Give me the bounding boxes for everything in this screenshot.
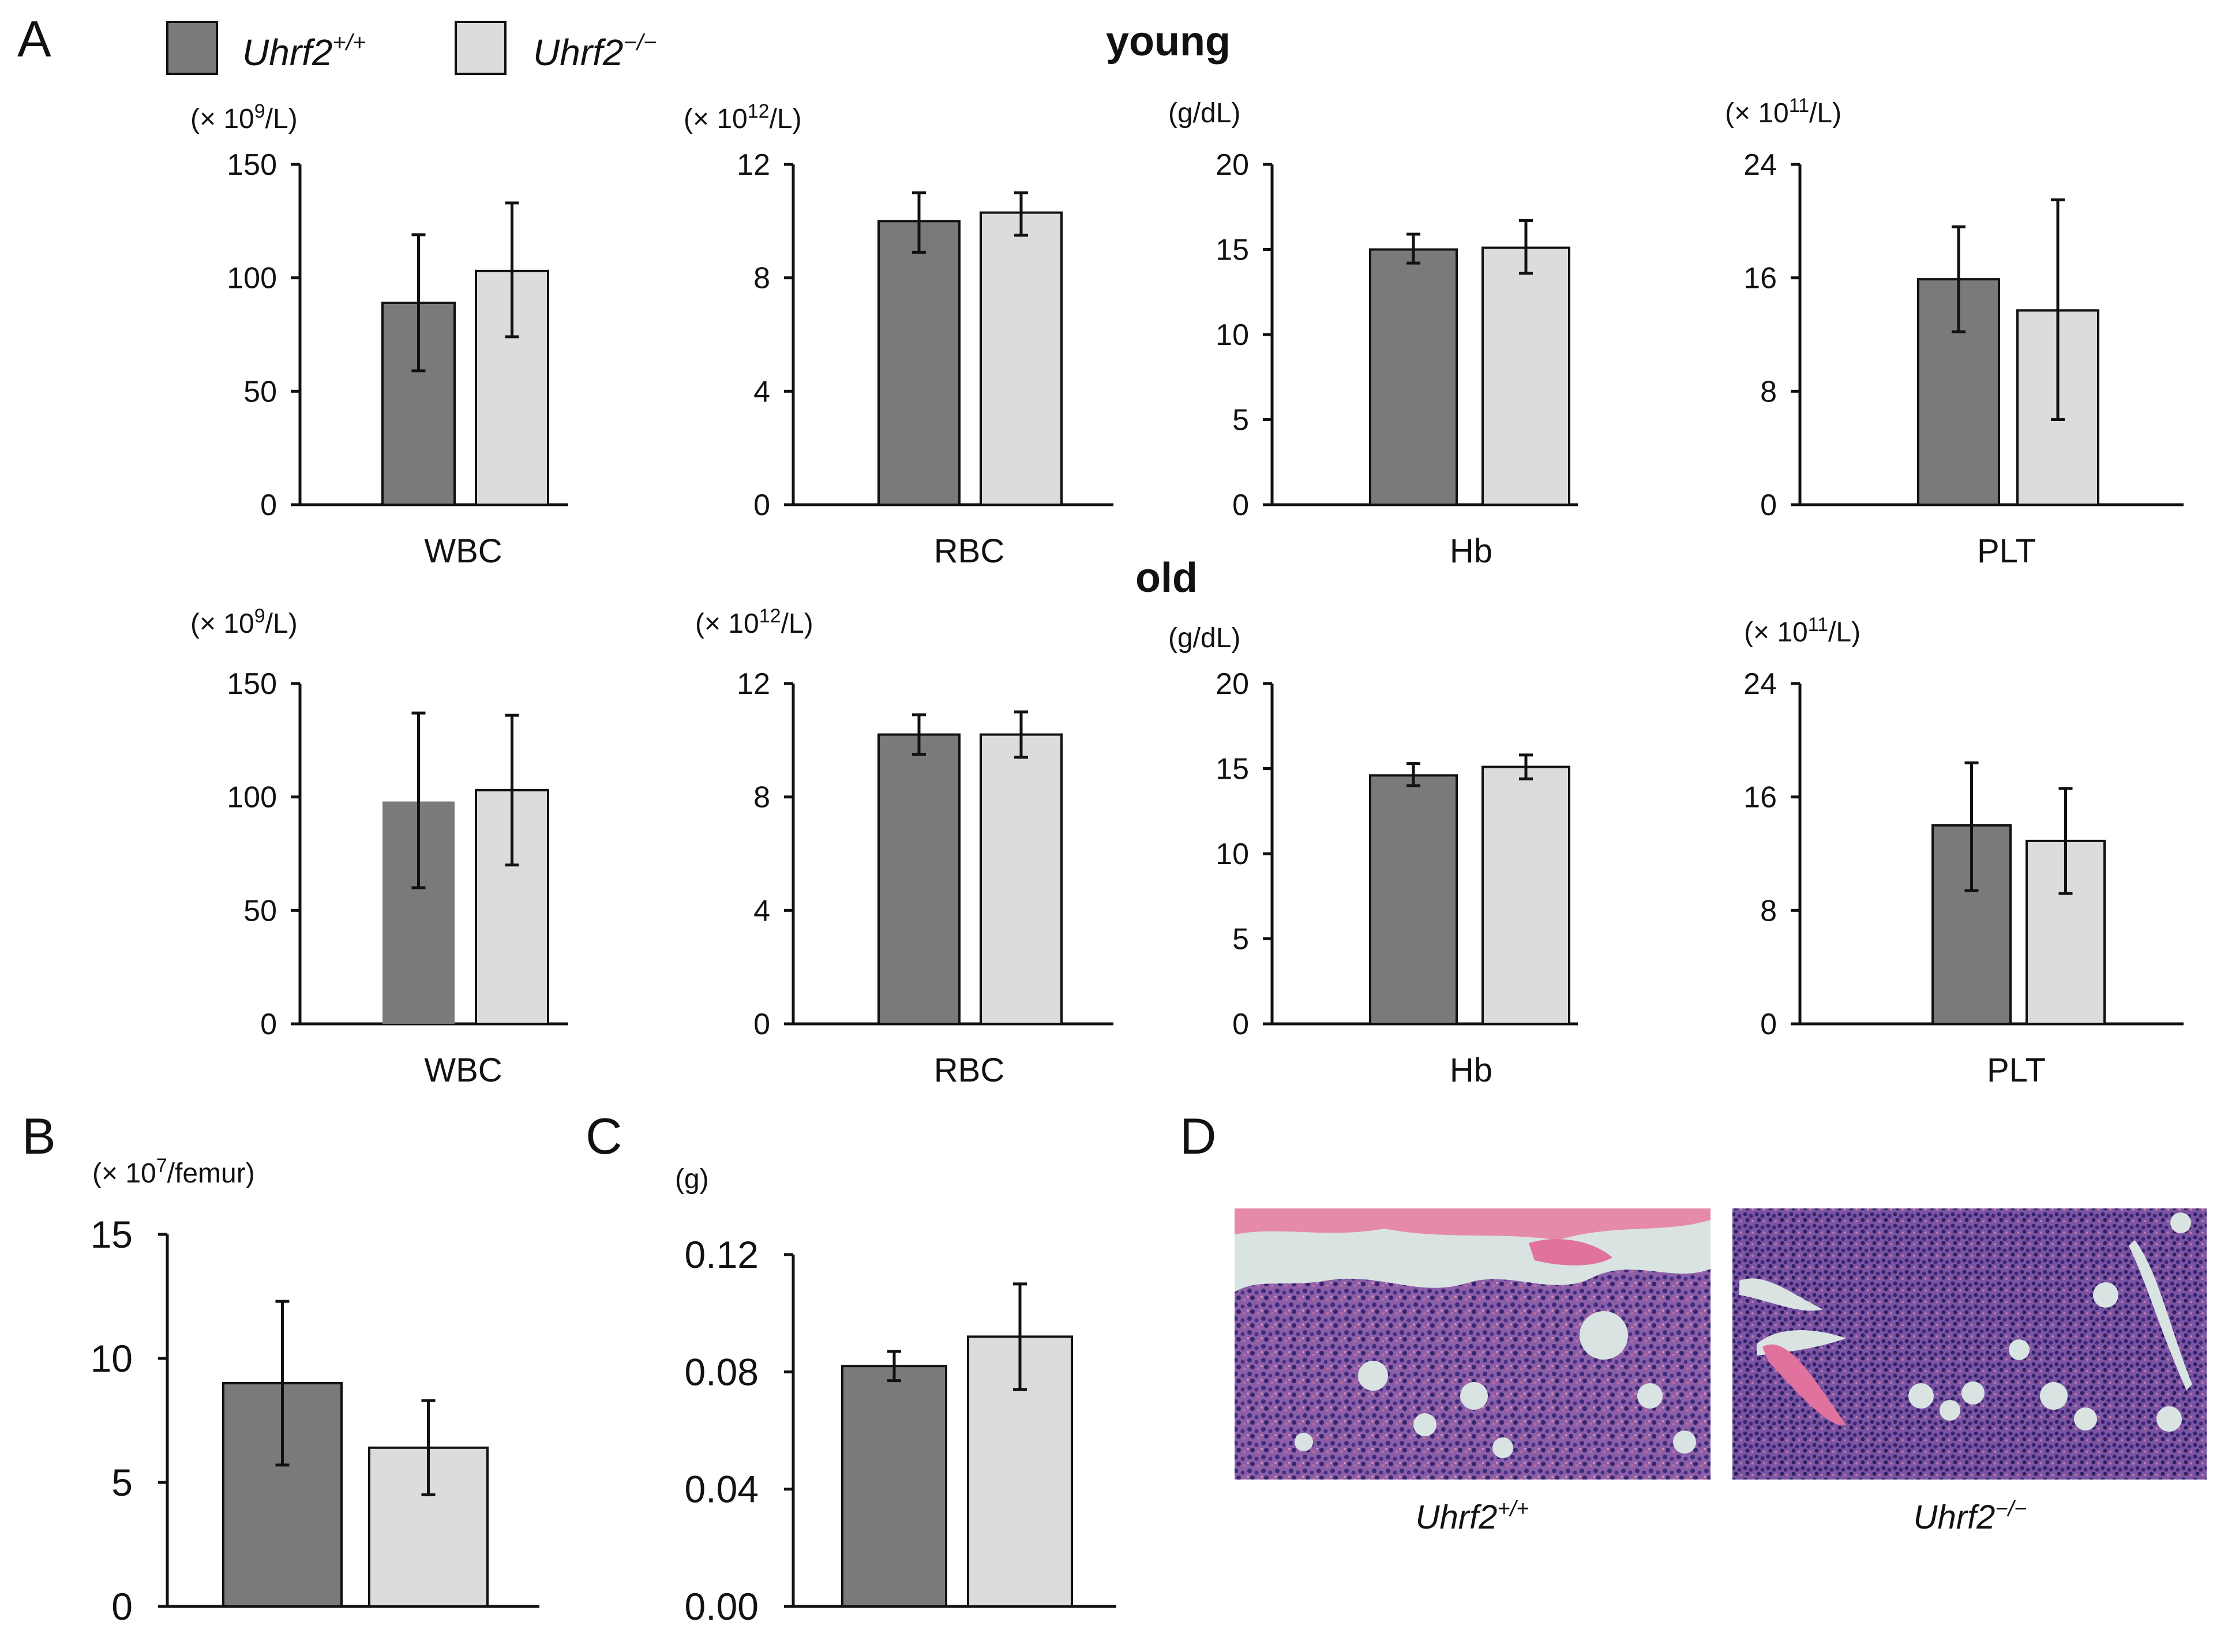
y-tick-label: 10 bbox=[1216, 838, 1249, 871]
unit-label: (× 1011/L) bbox=[1744, 614, 1861, 648]
histology-caption-knockout: Uhrf2−/− bbox=[1914, 1497, 2027, 1536]
y-tick-label: 4 bbox=[753, 375, 770, 408]
y-tick-label: 8 bbox=[1760, 375, 1777, 408]
panel-label-c: C bbox=[586, 1107, 622, 1165]
chart-old-plt: (× 1011/L) 0 8 16 24 PLT bbox=[1743, 614, 2184, 1089]
y-tick-label: 5 bbox=[111, 1461, 133, 1504]
panel-label-d: D bbox=[1180, 1107, 1217, 1165]
y-tick-label: 8 bbox=[753, 262, 770, 295]
bar-knockout bbox=[980, 211, 1063, 506]
y-tick-label: 100 bbox=[227, 262, 277, 295]
y-tick-label: 8 bbox=[1760, 894, 1777, 928]
histology-image-wild-type bbox=[1235, 1208, 1711, 1480]
category-label: WBC bbox=[424, 1052, 502, 1089]
y-tick-label: 100 bbox=[227, 781, 277, 814]
bar-wild-type bbox=[841, 1365, 947, 1608]
panel-label-a: A bbox=[17, 10, 51, 67]
y-tick-label: 0 bbox=[1232, 489, 1249, 522]
chart-young-plt: (× 1011/L) 0 8 16 24 PLT bbox=[1725, 95, 2184, 570]
y-tick-label: 0 bbox=[753, 489, 770, 522]
legend-swatch-knockout bbox=[455, 21, 507, 75]
chart-panel-c: (g) 0.00 0.04 0.08 0.12 bbox=[675, 1164, 1116, 1628]
y-tick-label: 0 bbox=[1232, 1008, 1249, 1041]
y-tick-label: 10 bbox=[91, 1337, 133, 1380]
y-tick-label: 50 bbox=[243, 375, 277, 408]
chart-old-rbc: (× 1012/L) 0 4 8 12 RBC bbox=[695, 605, 1113, 1089]
y-tick-label: 5 bbox=[1232, 404, 1249, 437]
unit-label: (× 109/L) bbox=[190, 100, 298, 134]
unit-label: (× 107/femur) bbox=[92, 1155, 255, 1189]
y-tick-label: 0 bbox=[1760, 1008, 1777, 1041]
y-tick-label: 0.04 bbox=[685, 1468, 759, 1511]
y-tick-label: 8 bbox=[753, 781, 770, 814]
bar-knockout bbox=[980, 733, 1063, 1025]
chart-young-rbc: (× 1012/L) 0 4 8 12 RBC bbox=[684, 100, 1113, 570]
category-label: RBC bbox=[934, 1052, 1004, 1089]
y-tick-label: 150 bbox=[227, 148, 277, 182]
y-tick-label: 12 bbox=[737, 148, 770, 182]
y-tick-label: 0 bbox=[111, 1585, 133, 1628]
y-tick-label: 24 bbox=[1743, 148, 1777, 182]
section-title-old: old bbox=[1135, 555, 1198, 601]
y-tick-label: 10 bbox=[1216, 318, 1249, 352]
unit-label: (g) bbox=[675, 1164, 709, 1195]
unit-label: (g/dL) bbox=[1168, 623, 1240, 654]
category-label: PLT bbox=[1977, 532, 2036, 570]
legend-label-wild-type: Uhrf2+/+ bbox=[242, 30, 366, 73]
category-label: RBC bbox=[934, 532, 1004, 570]
y-tick-label: 15 bbox=[1216, 234, 1249, 267]
histology-image-knockout bbox=[1732, 1208, 2207, 1480]
y-tick-label: 15 bbox=[91, 1213, 133, 1256]
unit-label: (× 1011/L) bbox=[1725, 95, 1841, 129]
histology-caption-wild-type: Uhrf2+/+ bbox=[1416, 1497, 1529, 1536]
y-tick-label: 15 bbox=[1216, 753, 1249, 786]
y-tick-label: 12 bbox=[737, 667, 770, 701]
y-tick-label: 0 bbox=[260, 1008, 277, 1041]
category-label: Hb bbox=[1450, 532, 1492, 570]
y-tick-label: 16 bbox=[1743, 781, 1777, 814]
category-label: PLT bbox=[1987, 1052, 2046, 1089]
bar-knockout bbox=[1481, 765, 1570, 1026]
y-tick-label: 20 bbox=[1216, 148, 1249, 182]
y-tick-label: 50 bbox=[243, 894, 277, 928]
y-tick-label: 4 bbox=[753, 894, 770, 928]
y-tick-label: 0.00 bbox=[685, 1585, 759, 1628]
unit-label: (× 1012/L) bbox=[695, 605, 813, 639]
bar-wild-type bbox=[877, 220, 961, 506]
chart-old-hb: (g/dL) 0 5 10 15 20 Hb bbox=[1168, 623, 1578, 1089]
y-tick-label: 5 bbox=[1232, 923, 1249, 956]
panel-label-b: B bbox=[22, 1107, 56, 1165]
unit-label: (g/dL) bbox=[1168, 98, 1240, 129]
chart-young-hb: (g/dL) 0 5 10 15 20 Hb bbox=[1168, 98, 1578, 570]
y-tick-label: 0.08 bbox=[685, 1350, 759, 1393]
legend-swatch-wild-type bbox=[166, 21, 218, 75]
legend-label-knockout: Uhrf2−/− bbox=[533, 30, 657, 73]
chart-old-wbc: (× 109/L) 0 50 100 150 WBC bbox=[190, 605, 568, 1089]
bar-knockout bbox=[1481, 246, 1570, 506]
y-tick-label: 20 bbox=[1216, 667, 1249, 701]
section-title-young: young bbox=[1106, 18, 1231, 65]
y-tick-label: 0.12 bbox=[685, 1233, 759, 1276]
y-tick-label: 150 bbox=[227, 667, 277, 701]
bar-wild-type bbox=[877, 733, 961, 1025]
y-tick-label: 24 bbox=[1743, 667, 1777, 701]
y-tick-label: 0 bbox=[753, 1008, 770, 1041]
chart-young-wbc: (× 109/L) 0 50 100 150 WBC bbox=[190, 100, 568, 570]
category-label: WBC bbox=[424, 532, 502, 570]
bar-wild-type bbox=[1369, 774, 1458, 1026]
chart-panel-b: (× 107/femur) 0 5 10 15 bbox=[91, 1155, 539, 1628]
y-tick-label: 0 bbox=[260, 489, 277, 522]
unit-label: (× 1012/L) bbox=[684, 100, 802, 134]
y-tick-label: 16 bbox=[1743, 262, 1777, 295]
y-tick-label: 0 bbox=[1760, 489, 1777, 522]
legend: Uhrf2+/+ Uhrf2−/− bbox=[166, 21, 657, 75]
unit-label: (× 109/L) bbox=[190, 605, 298, 639]
category-label: Hb bbox=[1450, 1052, 1492, 1089]
bar-wild-type bbox=[1369, 248, 1458, 506]
